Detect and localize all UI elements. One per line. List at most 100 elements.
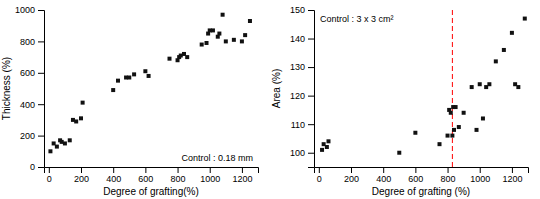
- tick-mark: [308, 67, 314, 68]
- point: [481, 116, 485, 120]
- tick: 100: [290, 148, 314, 158]
- tick-label: 1000: [470, 174, 490, 184]
- tick-label: 130: [290, 62, 305, 72]
- tick: 600: [20, 68, 44, 78]
- x-axis: 020040060080010001200: [315, 167, 529, 184]
- tick-mark: [308, 124, 314, 125]
- point: [81, 101, 85, 105]
- point: [185, 55, 189, 59]
- tick-label: 0: [317, 174, 322, 184]
- point: [413, 131, 417, 135]
- tick: 140: [290, 34, 314, 44]
- tick-mark: [319, 167, 320, 173]
- tick-mark: [49, 167, 50, 173]
- x-axis-title: Degree of grafting (%): [372, 186, 470, 197]
- tick: 400: [106, 167, 121, 184]
- point: [116, 79, 120, 83]
- tick-label: 1000: [15, 5, 35, 15]
- tick-label: 800: [441, 174, 456, 184]
- point: [111, 88, 115, 92]
- point: [243, 33, 247, 37]
- point: [502, 48, 506, 52]
- tick-mark: [308, 96, 314, 97]
- tick-mark: [308, 10, 314, 11]
- point: [55, 145, 59, 149]
- point: [446, 134, 450, 138]
- tick: 0: [30, 162, 44, 172]
- tick-mark: [383, 167, 384, 173]
- point: [457, 125, 461, 129]
- tick: 120: [290, 91, 314, 101]
- point: [449, 111, 453, 115]
- point: [478, 82, 482, 86]
- axis-line: [45, 168, 259, 174]
- tick-label: 120: [290, 91, 305, 101]
- chart-root: 02004006008001000120002004006008001000De…: [0, 0, 540, 199]
- tick: 600: [408, 167, 423, 184]
- tick-mark: [178, 167, 179, 173]
- panel: 02004006008001000120002004006008001000De…: [1, 5, 259, 197]
- y-axis: 100 110 120 130 140 150: [290, 5, 315, 167]
- tick: 1200: [502, 167, 522, 184]
- tick: 150: [290, 5, 314, 15]
- tick: 130: [290, 62, 314, 72]
- point: [79, 116, 83, 120]
- tick-label: 800: [171, 174, 186, 184]
- tick: 0: [317, 167, 322, 184]
- tick-mark: [448, 167, 449, 173]
- tick-label: 110: [291, 120, 305, 130]
- tick-mark: [38, 10, 44, 11]
- tick-mark: [113, 167, 114, 173]
- tick-label: 100: [290, 148, 305, 158]
- tick: 800: [171, 167, 186, 184]
- tick: 800: [20, 37, 44, 47]
- point: [205, 41, 209, 45]
- point: [127, 76, 131, 80]
- tick: 110: [291, 120, 314, 130]
- tick-mark: [38, 167, 44, 168]
- tick-label: 800: [20, 37, 35, 47]
- tick: 1000: [470, 167, 490, 184]
- point: [68, 138, 72, 142]
- point: [325, 145, 329, 149]
- tick: 800: [441, 167, 456, 184]
- point: [147, 74, 151, 78]
- tick-label: 400: [106, 174, 121, 184]
- point: [211, 28, 215, 32]
- tick-mark: [38, 136, 44, 137]
- reference-line: [452, 10, 453, 167]
- point: [523, 17, 527, 21]
- tick-mark: [415, 167, 416, 173]
- tick-mark: [480, 167, 481, 173]
- x-axis: 020040060080010001200: [45, 167, 259, 184]
- point: [240, 39, 244, 43]
- tick-mark: [308, 39, 314, 40]
- tick-mark: [38, 73, 44, 74]
- point: [438, 142, 442, 146]
- point: [487, 82, 491, 86]
- y-axis: 02004006008001000: [15, 5, 45, 172]
- point: [224, 39, 228, 43]
- point: [475, 128, 479, 132]
- tick-label: 150: [290, 5, 305, 15]
- point: [63, 141, 67, 145]
- point: [397, 151, 401, 155]
- tick: 200: [74, 167, 89, 184]
- tick-mark: [210, 167, 211, 173]
- tick-label: 600: [138, 174, 153, 184]
- tick: 1000: [200, 167, 220, 184]
- point: [200, 43, 204, 47]
- tick-label: 200: [74, 174, 89, 184]
- axis-line: [38, 11, 45, 168]
- x-axis-title: Degree of grafting(%): [103, 186, 199, 197]
- tick: 400: [376, 167, 391, 184]
- point: [494, 59, 498, 63]
- tick-label: 1200: [502, 174, 522, 184]
- y-axis-title: Area (%): [271, 69, 282, 108]
- point: [168, 57, 172, 61]
- annotation: Control : 0.18 mm: [181, 153, 253, 163]
- y-axis-title: Thickness (%): [1, 57, 12, 120]
- point: [143, 69, 147, 73]
- tick-label: 200: [20, 131, 35, 141]
- tick-mark: [351, 167, 352, 173]
